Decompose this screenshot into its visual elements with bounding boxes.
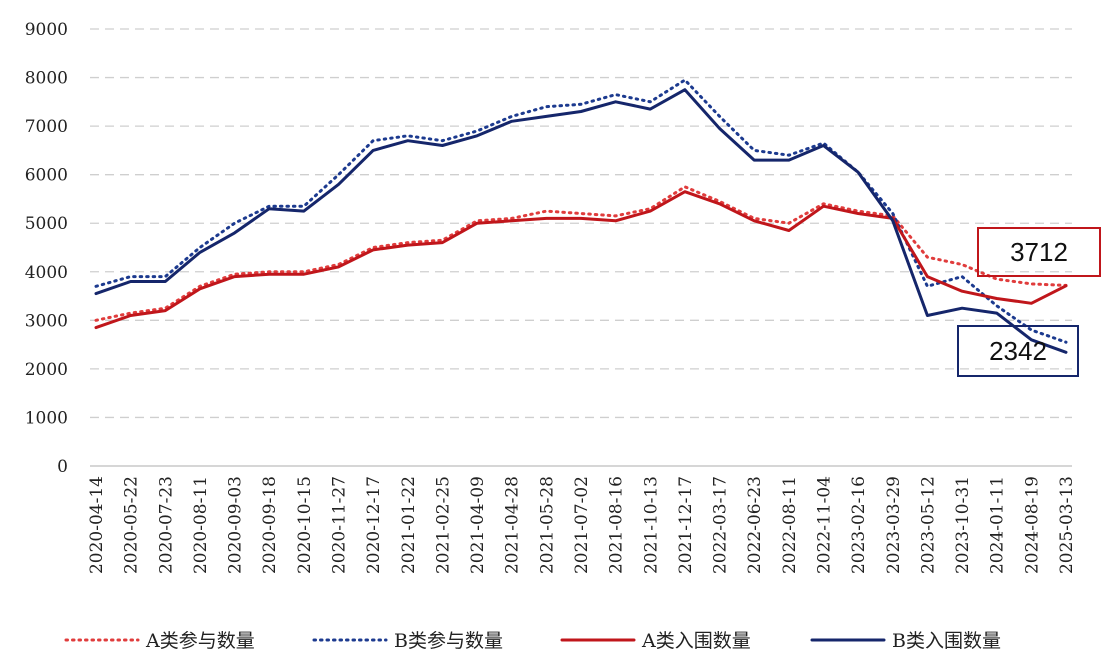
- x-tick-label: 2020-05-22: [122, 476, 142, 574]
- x-tick-label: 2020-09-18: [260, 476, 280, 574]
- callout-box: [977, 227, 1101, 277]
- x-tick-label: 2021-01-22: [399, 476, 419, 574]
- x-tick-label: 2022-11-04: [815, 476, 835, 574]
- x-tick-label: 2024-01-11: [988, 476, 1008, 574]
- x-tick-label: 2024-08-19: [1022, 476, 1042, 574]
- series-lines: [94, 78, 1068, 354]
- x-tick-label: 2023-02-16: [849, 476, 869, 574]
- callout-label: 2342: [989, 336, 1047, 366]
- y-axis-ticks: 0 1000 2000 3000 4000 5000 6000 7000 8000 9000: [25, 20, 68, 477]
- x-tick-label: 2022-03-17: [711, 476, 731, 574]
- callout-label: 3712: [1010, 237, 1068, 267]
- x-tick-label: 2021-04-28: [503, 476, 523, 574]
- x-tick-label: 2020-04-14: [87, 476, 107, 574]
- legend: A类参与数量 B类参与数量 A类入围数量 B类入围数量: [64, 630, 1001, 652]
- series-line: [94, 78, 1068, 344]
- callouts: 3712 2342: [957, 227, 1101, 377]
- x-tick-label: 2020-12-17: [364, 476, 384, 574]
- x-tick-label: 2020-10-15: [295, 476, 315, 574]
- x-tick-label: 2021-12-17: [676, 476, 696, 574]
- x-tick-label: 2021-02-25: [433, 476, 453, 574]
- y-tick-label: 2000: [25, 360, 68, 380]
- x-tick-label: 2023-03-29: [884, 476, 904, 574]
- y-tick-label: 7000: [25, 117, 68, 137]
- x-tick-label: 2020-08-11: [191, 476, 211, 574]
- x-tick-label: 2020-09-03: [226, 476, 246, 574]
- x-tick-label: 2023-05-12: [918, 476, 938, 574]
- x-tick-label: 2021-04-09: [468, 476, 488, 574]
- series-line: [94, 88, 1068, 354]
- series-line: [94, 185, 1068, 322]
- x-tick-label: 2021-08-16: [607, 476, 627, 574]
- y-tick-label: 5000: [25, 214, 68, 234]
- legend-label: A类参与数量: [145, 630, 255, 652]
- legend-label: A类入围数量: [641, 630, 751, 652]
- y-tick-label: 3000: [25, 311, 68, 331]
- x-tick-label: 2025-03-13: [1057, 476, 1077, 574]
- y-tick-label: 9000: [25, 20, 68, 40]
- y-tick-label: 1000: [25, 408, 68, 428]
- y-tick-label: 8000: [25, 69, 68, 89]
- x-tick-label: 2020-07-23: [156, 476, 176, 574]
- series-line: [94, 190, 1068, 330]
- legend-label: B类参与数量: [394, 630, 503, 652]
- x-tick-label: 2022-06-23: [745, 476, 765, 574]
- x-tick-label: 2022-08-11: [780, 476, 800, 574]
- x-tick-label: 2021-10-13: [641, 476, 661, 574]
- x-axis-ticks: 2020-04-14 2020-05-22 2020-07-23 2020-08-11…: [87, 476, 1077, 574]
- callout-box: [957, 325, 1079, 377]
- y-tick-label: 6000: [25, 166, 68, 186]
- grid-lines: [90, 28, 1072, 419]
- y-tick-label: 0: [57, 457, 68, 477]
- y-tick-label: 4000: [25, 263, 68, 283]
- x-tick-label: 2023-10-31: [953, 476, 973, 574]
- legend-label: B类入围数量: [892, 630, 1001, 652]
- x-tick-label: 2020-11-27: [330, 476, 350, 574]
- x-tick-label: 2021-07-02: [572, 476, 592, 574]
- x-tick-label: 2021-05-28: [537, 476, 557, 574]
